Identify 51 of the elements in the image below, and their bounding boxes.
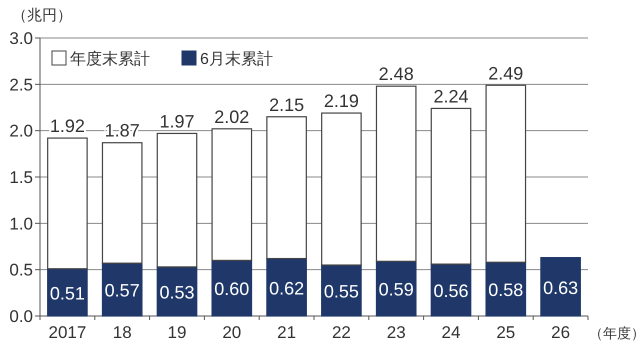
y-tick-label: 0.0 <box>9 307 33 326</box>
x-tick-label: 23 <box>386 323 406 342</box>
bar <box>266 258 307 317</box>
bar <box>266 116 307 260</box>
bar <box>376 86 417 262</box>
y-tick-label: 1.0 <box>9 214 33 234</box>
x-tick-label: 24 <box>442 323 460 342</box>
x-tick-label: 20 <box>222 323 242 342</box>
total-label: 2.19 <box>324 91 359 112</box>
x-tick-label: 25 <box>496 323 516 342</box>
data-label: 0.53 <box>159 282 195 302</box>
data-label: 0.63 <box>543 278 578 298</box>
x-tick-label: 21 <box>277 323 296 342</box>
bar <box>211 128 252 261</box>
x-tick-label: 19 <box>168 323 186 342</box>
y-tick-label: 1.5 <box>9 168 33 187</box>
data-label: 0.51 <box>50 283 85 304</box>
x-tick-label: 2017 <box>48 323 86 342</box>
legend-label: 年度末累計 <box>70 50 150 68</box>
data-label: 0.62 <box>269 278 304 298</box>
legend-label: 6月末累計 <box>200 50 273 68</box>
y-tick-label: 2.0 <box>9 122 33 141</box>
total-label: 2.15 <box>269 94 304 115</box>
total-label: 2.24 <box>433 86 469 106</box>
total-label: 2.49 <box>488 63 524 84</box>
y-axis-title: （兆円） <box>12 7 72 24</box>
data-label: 0.57 <box>104 280 140 301</box>
bar <box>102 142 143 264</box>
total-label: 2.48 <box>378 64 414 84</box>
bar <box>47 137 88 270</box>
data-label: 0.58 <box>488 280 524 300</box>
bar <box>430 108 472 265</box>
total-label: 1.97 <box>159 111 195 132</box>
bar <box>102 262 143 317</box>
y-tick-label: 3.0 <box>9 29 33 48</box>
data-label: 0.60 <box>214 279 250 300</box>
x-tick-label: 22 <box>332 323 351 342</box>
y-tick-label: 2.5 <box>9 75 33 94</box>
x-axis-title: （年度） <box>589 325 640 341</box>
total-label: 2.02 <box>214 106 250 127</box>
x-tick-label: 18 <box>112 323 132 342</box>
data-label: 0.55 <box>324 282 359 302</box>
bar <box>430 264 472 317</box>
data-label: 0.59 <box>378 280 414 300</box>
x-tick-label: 26 <box>551 323 570 342</box>
bar <box>540 257 581 317</box>
bar <box>485 84 526 263</box>
bar <box>321 112 362 266</box>
y-tick-label: 0.5 <box>9 260 33 280</box>
bar <box>156 132 198 268</box>
data-label: 0.56 <box>433 281 469 302</box>
